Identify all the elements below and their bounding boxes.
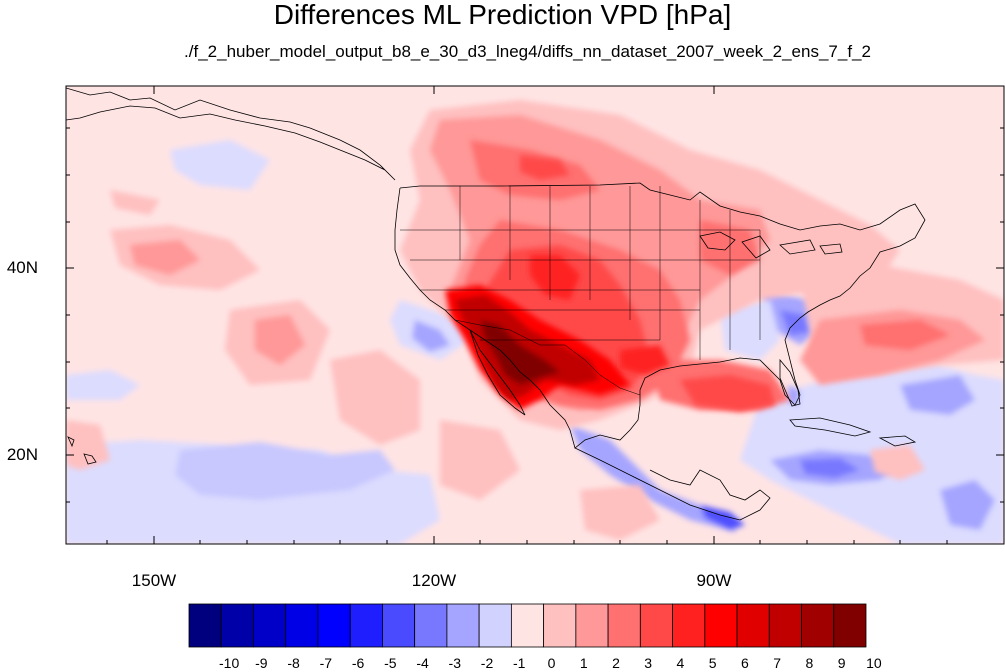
field-patch: [720, 300, 780, 360]
state-border: [400, 229, 760, 341]
colorbar-label: -9: [255, 655, 268, 671]
field-patch: [860, 320, 950, 350]
field-patch: [455, 295, 600, 400]
field-patch: [700, 505, 745, 530]
field-patch: [580, 485, 660, 540]
field-patch: [255, 315, 305, 365]
colorbar-swatch: [768, 603, 802, 648]
colorbar-label: 0: [547, 655, 556, 671]
lon-label-90w: 90W: [696, 571, 732, 590]
colorbar-swatch: [188, 603, 222, 648]
field-patch: [520, 155, 570, 180]
mexico-border: [454, 319, 641, 396]
state-border: [459, 186, 761, 360]
chart-subtitle: ./f_2_huber_model_output_b8_e_30_d3_lneg…: [184, 42, 871, 61]
field-patch: [170, 140, 270, 190]
colorbar-label: 7: [773, 655, 782, 671]
colorbar-swatch: [833, 603, 867, 648]
colorbar-swatch: [382, 603, 416, 648]
tick-marks: [66, 86, 1004, 544]
colorbar-label: 3: [644, 655, 653, 671]
field-patch: [800, 458, 860, 478]
colorbar-swatch: [736, 603, 770, 648]
field-patch: [66, 420, 110, 470]
colorbar-label: 10: [866, 655, 882, 671]
state-borders: [400, 186, 761, 396]
field-patch: [175, 442, 395, 500]
field-patch: [110, 190, 160, 215]
colorbar-swatch: [446, 603, 480, 648]
map-field: [66, 86, 1004, 544]
colorbar-label: 9: [837, 655, 846, 671]
colorbar-swatch: [220, 603, 254, 648]
coastline-baja: [469, 329, 526, 416]
colorbar-swatch: [285, 603, 319, 648]
colorbar-label: 1: [579, 655, 588, 671]
colorbar-label: -10: [218, 655, 240, 671]
colorbar: [188, 603, 867, 648]
lat-label-40n: 40N: [6, 258, 38, 277]
field-patch: [940, 480, 995, 530]
field-patch: [440, 420, 520, 500]
field-patch: [412, 320, 450, 352]
field-patch: [900, 375, 975, 415]
field-patch: [530, 255, 580, 300]
coastline-north-america: [394, 182, 926, 449]
colorbar-swatch: [349, 603, 383, 648]
field-patch: [680, 375, 775, 412]
colorbar-label: 4: [676, 655, 685, 671]
colorbar-label: 2: [612, 655, 620, 671]
colorbar-swatch: [510, 603, 545, 648]
coastline-hispaniola: [878, 435, 917, 447]
lat-label-20n: 20N: [6, 445, 38, 464]
colorbar-label: -5: [384, 655, 397, 671]
colorbar-label: 8: [805, 655, 814, 671]
colorbar-swatch: [575, 603, 609, 648]
colorbar-swatch: [607, 603, 641, 648]
colorbar-swatch: [672, 603, 706, 648]
coastline-hawaii: [67, 436, 97, 465]
colorbar-swatch: [317, 603, 351, 648]
coastline-alaska: [66, 87, 396, 181]
colorbar-label: -3: [448, 655, 462, 671]
field-patch: [130, 240, 200, 275]
coastline-mexico-south: [574, 447, 771, 521]
colorbar-label: -1: [513, 655, 526, 671]
field-patch: [66, 370, 140, 400]
coastlines: [66, 87, 926, 521]
colorbar-label: -6: [351, 655, 365, 671]
colorbar-swatch: [478, 603, 512, 648]
colorbar-swatch: [543, 603, 577, 648]
field-patch: [330, 350, 420, 445]
lon-label-150w: 150W: [131, 571, 177, 590]
coastline-cuba: [789, 417, 872, 437]
lon-label-120w: 120W: [411, 571, 457, 590]
colorbar-label: -7: [319, 655, 333, 671]
field-patch: [870, 445, 925, 480]
colorbar-label: 6: [741, 655, 749, 671]
colorbar-swatch: [639, 603, 673, 648]
colorbar-label: 5: [708, 655, 717, 671]
colorbar-label: -8: [287, 655, 300, 671]
field-patch: [620, 345, 670, 375]
field-patch: [480, 320, 560, 385]
colorbar-swatch: [414, 603, 448, 648]
colorbar-swatch: [253, 603, 287, 648]
colorbar-swatch: [801, 603, 835, 648]
field-patch: [570, 425, 740, 532]
colorbar-label: -2: [480, 655, 494, 671]
coastline-florida: [779, 358, 801, 407]
chart-title: Differences ML Prediction VPD [hPa]: [273, 0, 732, 30]
colorbar-swatch: [704, 603, 738, 648]
colorbar-label: -4: [416, 655, 429, 671]
